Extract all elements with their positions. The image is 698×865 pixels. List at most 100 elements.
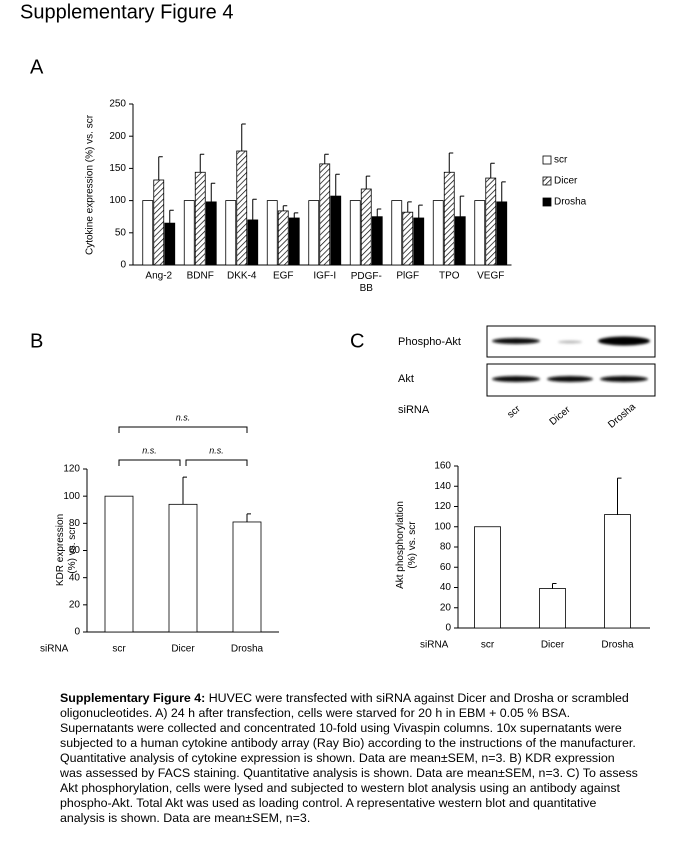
bar: [247, 219, 259, 266]
y-tick-label: 150: [109, 163, 126, 174]
y-tick-label: 40: [440, 582, 452, 593]
error-bar: [324, 153, 329, 164]
y-tick-label: 20: [69, 599, 81, 610]
y-tick-label: 40: [69, 572, 81, 583]
bar: [277, 210, 289, 266]
bar: [474, 526, 501, 629]
y-tick-label: 60: [440, 562, 452, 573]
error-bar: [335, 173, 340, 197]
bar: [539, 588, 566, 629]
error-bar: [407, 201, 412, 213]
error-bar: [552, 582, 557, 589]
legend-label: scr: [554, 155, 568, 166]
error-bar: [376, 208, 382, 217]
bar: [142, 200, 154, 266]
y-tick-label: 140: [434, 481, 451, 492]
x-tick-label: EGF: [273, 271, 294, 282]
y-tick-label: 0: [74, 627, 80, 638]
error-bar: [246, 513, 251, 522]
bar: [443, 171, 455, 266]
error-bar: [169, 209, 174, 224]
significance-bracket: [185, 459, 248, 466]
x-tick-label: PlGF: [396, 271, 419, 282]
bar: [205, 201, 217, 266]
bar: [319, 163, 331, 266]
y-tick-label: 250: [109, 99, 126, 110]
y-tick-label: 100: [63, 491, 80, 502]
bar: [153, 179, 165, 266]
error-bar: [490, 162, 495, 179]
blot-axis-label: siRNA: [398, 404, 430, 416]
bar: [288, 217, 300, 266]
error-bar: [448, 152, 454, 173]
bar: [168, 503, 198, 633]
y-tick-label: 100: [434, 521, 451, 532]
bar: [454, 216, 466, 266]
bar: [330, 195, 342, 266]
significance-bracket: [118, 459, 181, 466]
bar: [604, 514, 631, 629]
bar: [104, 495, 134, 633]
bar: [371, 216, 383, 266]
text-line: PDGF-: [351, 271, 382, 282]
significance-label: n.s.: [209, 445, 224, 455]
bar: [183, 200, 195, 266]
x-axis-label: siRNA: [40, 644, 69, 655]
y-tick-label: 0: [120, 260, 126, 271]
legend-swatch: [542, 155, 552, 165]
x-tick-label: BDNF: [187, 271, 214, 282]
blot-row-label: Akt: [398, 373, 414, 385]
caption-heading: Supplementary Figure 4:: [60, 691, 206, 705]
error-bar: [418, 204, 423, 218]
bar: [164, 222, 176, 266]
bar: [474, 200, 486, 266]
x-tick-label: VEGF: [477, 271, 504, 282]
blot-bands: [492, 336, 650, 382]
error-bar: [158, 156, 163, 180]
figure-title: Supplementary Figure 4: [20, 1, 233, 23]
blot-row-label: Phospho-Akt: [398, 336, 461, 348]
error-bar: [282, 205, 288, 211]
caption: Supplementary Figure 4: HUVEC were trans…: [60, 691, 640, 826]
legend-swatch: [542, 176, 552, 186]
text-line: (%) vs. scr: [407, 521, 418, 569]
y-tick-label: 200: [109, 131, 126, 142]
text-line: KDR expression: [55, 514, 66, 586]
x-axis-label: siRNA: [420, 640, 449, 651]
y-tick-label: 80: [69, 518, 81, 529]
bar: [413, 217, 425, 266]
y-tick-label: 100: [109, 195, 126, 206]
bar: [432, 200, 444, 266]
chart: Supplementary Figure 4 A B C Phospho-Akt…: [20, 1, 656, 655]
bar: [236, 150, 248, 266]
panel-label: B: [30, 330, 43, 352]
panel-label: A: [30, 56, 44, 78]
y-tick-label: 20: [440, 602, 452, 613]
error-bar: [365, 175, 371, 190]
x-tick-label: Dicer: [171, 644, 195, 655]
y-axis-label: Akt phosphorylation(%) vs. scr: [395, 501, 418, 589]
y-tick-label: 60: [69, 545, 81, 556]
legend-swatch: [542, 197, 552, 207]
significance-bracket: [118, 426, 248, 433]
y-tick-label: 50: [115, 227, 127, 238]
x-tick-label: IGF-I: [313, 271, 336, 282]
error-bar: [617, 477, 622, 515]
legend-label: Dicer: [554, 176, 578, 187]
legend-label: Drosha: [554, 197, 587, 208]
x-tick-label: DKK-4: [227, 271, 257, 282]
caption-text: HUVEC were transfected with siRNA agains…: [60, 691, 638, 825]
bar: [349, 200, 361, 266]
bar: [402, 211, 414, 266]
error-bar: [459, 195, 465, 217]
bar: [266, 200, 278, 266]
panel-label: C: [350, 330, 364, 352]
y-tick-label: 80: [440, 542, 452, 553]
y-tick-label: 120: [63, 464, 80, 475]
error-bar: [199, 153, 205, 173]
y-tick-label: 120: [434, 501, 451, 512]
x-tick-label: Ang-2: [145, 271, 172, 282]
error-bar: [241, 123, 246, 152]
lane-label: Dicer: [548, 404, 573, 428]
bar: [485, 177, 497, 266]
